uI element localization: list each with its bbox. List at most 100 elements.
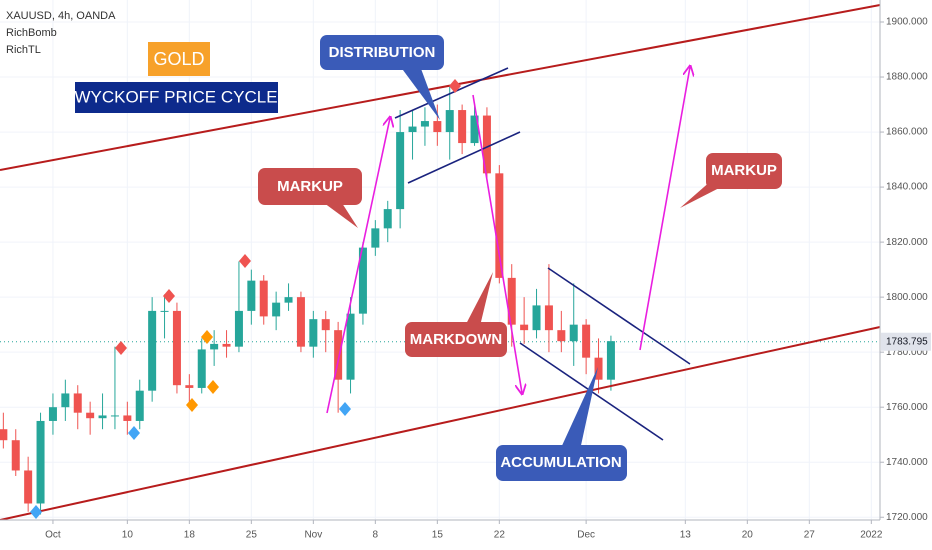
title-label: WYCKOFF PRICE CYCLE	[74, 87, 277, 106]
candle-body	[48, 407, 57, 421]
channel-upper	[0, 4, 881, 171]
callouts: GOLD WYCKOFF PRICE CYCLE DISTRIBUTION MA…	[74, 35, 782, 481]
candle-body	[234, 310, 243, 347]
gold-label: GOLD	[153, 49, 204, 69]
markup-box	[706, 153, 782, 189]
candle-body	[222, 343, 231, 347]
y-tick-label: 1880.000	[886, 72, 928, 83]
title-box	[75, 82, 278, 113]
accumulation-box	[496, 445, 627, 481]
x-tick-label: 13	[680, 530, 692, 541]
x-tick-label: 8	[373, 530, 379, 541]
candle-body	[544, 305, 553, 331]
candle-body	[185, 385, 194, 388]
x-tick-label: 27	[804, 530, 816, 541]
y-axis-area	[880, 0, 932, 550]
candle-body	[160, 310, 169, 312]
x-tick-label: Oct	[45, 530, 61, 541]
candle-body	[532, 305, 541, 331]
last-price-label: 1783.795	[886, 336, 928, 347]
candle-body	[197, 349, 206, 388]
x-tick-label: Dec	[577, 530, 595, 541]
candle-body	[470, 115, 479, 144]
candle-body	[582, 324, 591, 358]
legend-symbol: XAUUSD, 4h, OANDA	[6, 10, 116, 22]
candle-body	[495, 173, 504, 278]
candle-body	[123, 415, 132, 421]
candle-body	[321, 319, 330, 331]
candle-body	[346, 313, 355, 380]
candle-body	[606, 341, 615, 380]
x-axis-area	[0, 520, 932, 550]
candle-body	[36, 420, 45, 504]
arrows	[326, 67, 690, 414]
candle-body	[0, 429, 8, 441]
candle-body	[371, 228, 380, 248]
y-tick-label: 1800.000	[886, 292, 928, 303]
candle-body	[445, 110, 454, 133]
candle-body	[482, 115, 491, 174]
markup-label: MARKUP	[711, 162, 777, 179]
candle-body	[210, 343, 219, 350]
candle-body	[135, 390, 144, 421]
grid	[0, 0, 880, 520]
candle-body	[433, 121, 442, 133]
legend-indicator: RichTL	[6, 44, 41, 56]
axes: 1720.000 1740.000 1760.000 1780.000 1800.000…	[45, 17, 931, 541]
candle-body	[272, 302, 281, 317]
candle-body	[24, 470, 33, 504]
y-tick-label: 1760.000	[886, 402, 928, 413]
y-tick-label: 1720.000	[886, 512, 928, 523]
channel-lower	[0, 326, 881, 521]
candle-body	[383, 209, 392, 229]
candle-body	[110, 415, 119, 417]
y-tick-label: 1900.000	[886, 17, 928, 28]
x-tick-label: 15	[432, 530, 444, 541]
last-price-box	[881, 332, 931, 351]
candle-body	[86, 412, 95, 419]
x-tick-label: Nov	[304, 530, 322, 541]
gold-box	[148, 42, 210, 76]
candle-body	[172, 310, 181, 386]
candle-body	[247, 280, 256, 311]
candle-body	[396, 132, 405, 210]
x-tick-label: 22	[494, 530, 506, 541]
candle-body	[520, 324, 529, 331]
candle-body	[284, 297, 293, 303]
candle-body	[61, 393, 70, 408]
candles	[0, 85, 615, 515]
candle-body	[569, 324, 578, 342]
candle-body	[358, 247, 367, 314]
y-tick-label: 1740.000	[886, 457, 928, 468]
markup-label: MARKUP	[277, 178, 343, 195]
candle-body	[296, 297, 305, 347]
candle-body	[557, 330, 566, 342]
y-tick-label: 1820.000	[886, 237, 928, 248]
candle-body	[458, 110, 467, 144]
y-tick-label: 1780.000	[886, 347, 928, 358]
candle-body	[309, 319, 318, 347]
candle-body	[334, 330, 343, 380]
distribution-label: DISTRIBUTION	[329, 44, 436, 61]
x-tick-label: 18	[184, 530, 196, 541]
x-tick-label: 2022	[860, 530, 883, 541]
candle-body	[148, 310, 157, 391]
markdown-label: MARKDOWN	[410, 331, 502, 348]
candle-body	[408, 126, 417, 133]
x-tick-label: 20	[742, 530, 754, 541]
markup-box	[258, 168, 362, 205]
signals	[30, 79, 461, 519]
candle-body	[259, 280, 268, 317]
candle-body	[594, 357, 603, 380]
candle-body	[11, 440, 20, 471]
x-tick-label: 10	[122, 530, 134, 541]
distribution-box	[320, 35, 444, 70]
x-tick-label: 25	[246, 530, 258, 541]
y-tick-label: 1860.000	[886, 127, 928, 138]
candle-body	[73, 393, 82, 413]
legend-indicator: RichBomb	[6, 27, 57, 39]
markdown-box	[405, 322, 507, 357]
candle-body	[98, 415, 107, 419]
